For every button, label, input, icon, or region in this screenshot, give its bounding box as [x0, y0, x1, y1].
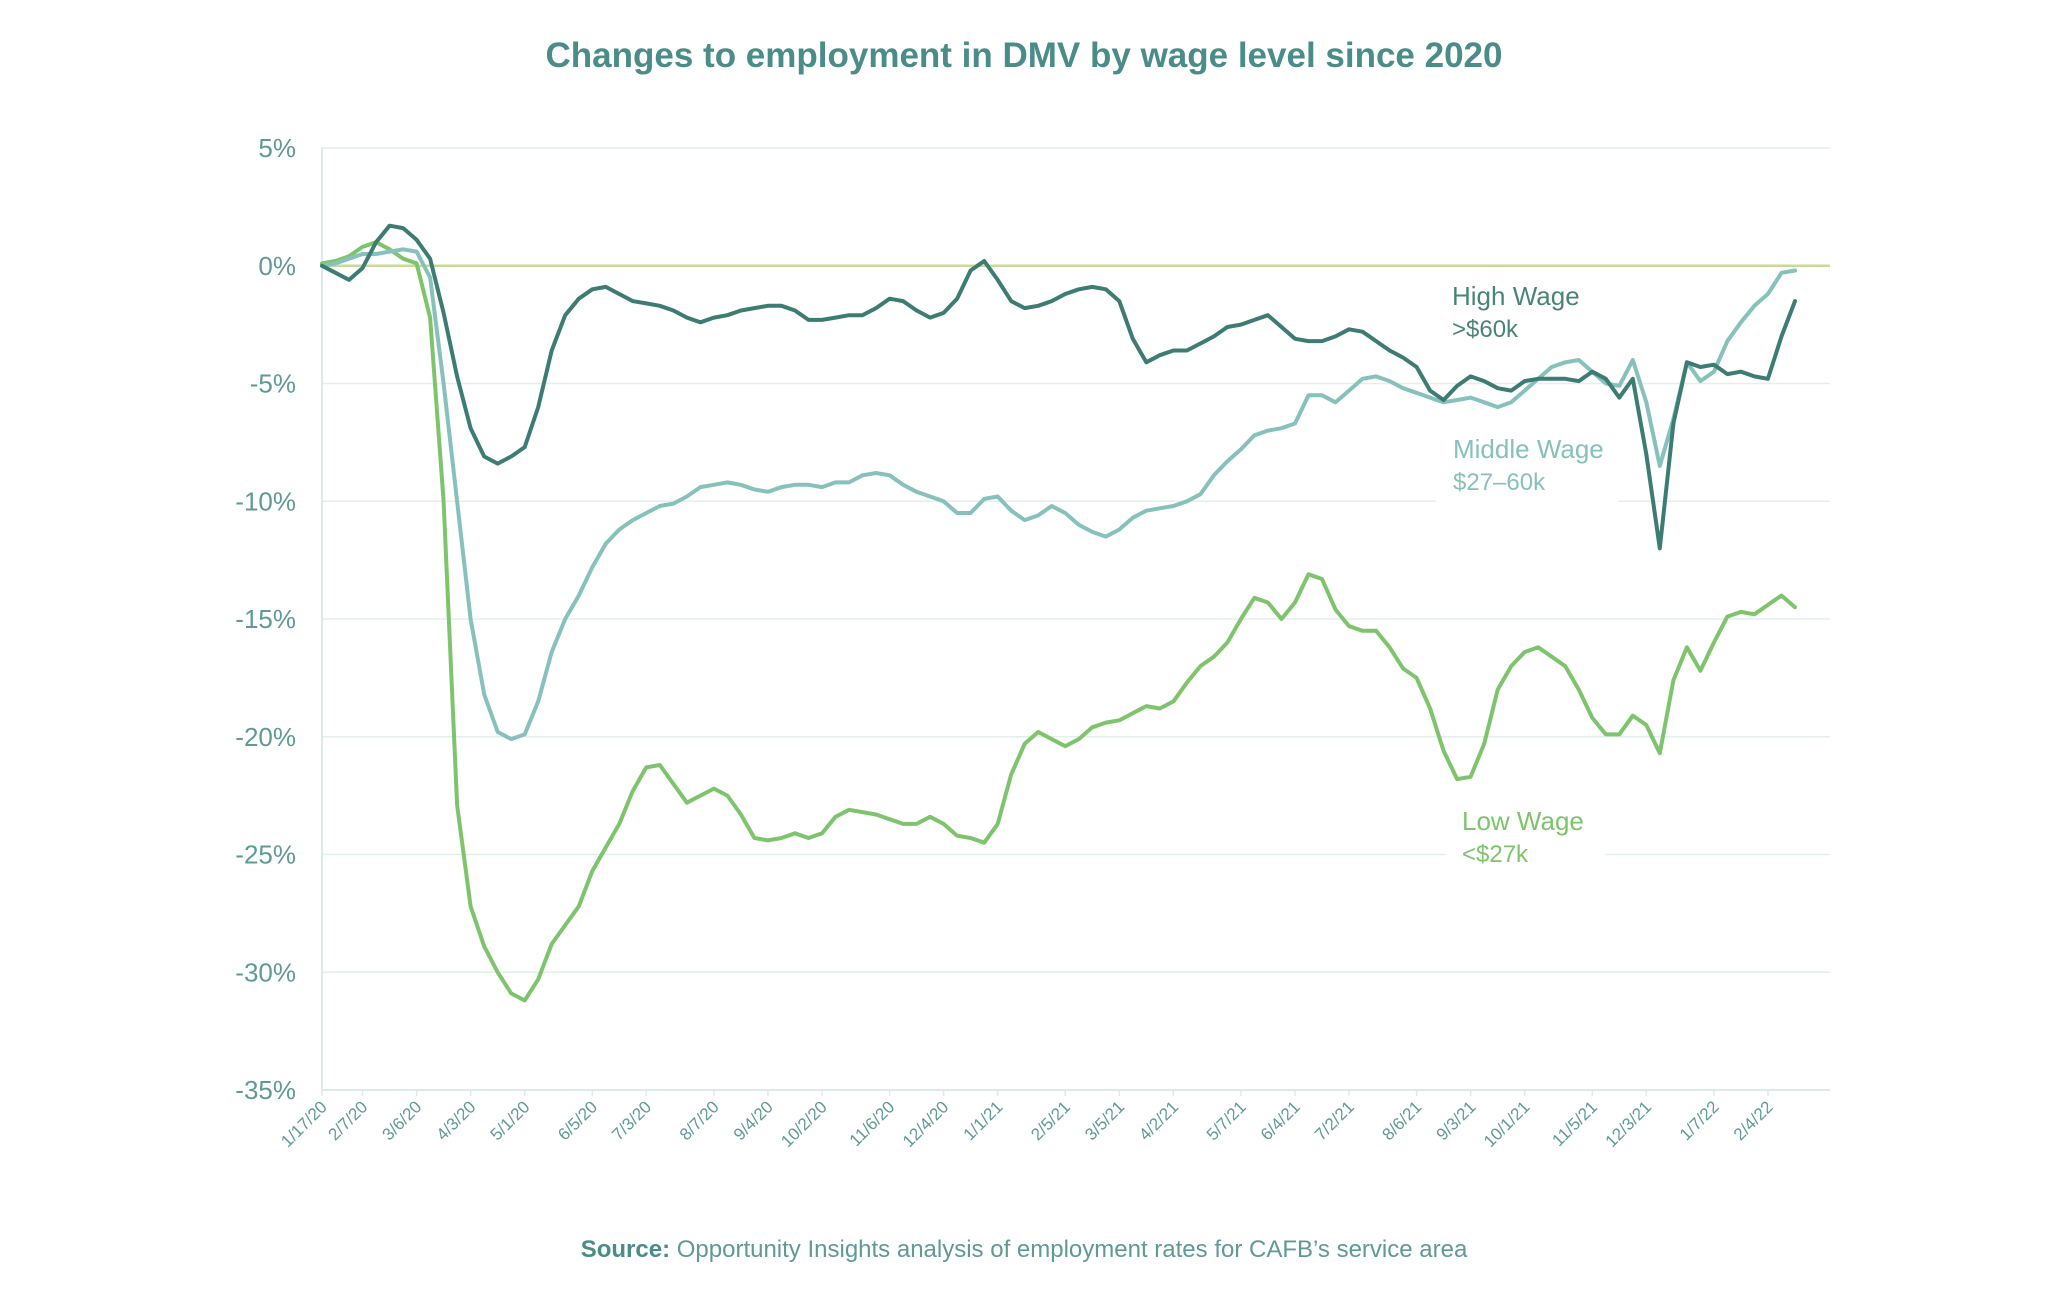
series-label-background [1446, 797, 1606, 875]
x-tick-label: 2/4/22 [1730, 1097, 1777, 1144]
x-tick-label: 8/7/20 [676, 1097, 723, 1144]
x-tick-label: 9/3/21 [1433, 1097, 1480, 1144]
x-tick-label: 10/2/20 [777, 1097, 831, 1151]
source-label: Source: [580, 1236, 671, 1263]
series-label-name: Middle Wage [1453, 434, 1604, 464]
x-tick-label: 4/3/20 [433, 1097, 480, 1144]
x-tick-label: 1/7/22 [1676, 1097, 1723, 1144]
series-label-name: High Wage [1452, 281, 1580, 311]
y-tick-label: 0% [258, 251, 296, 281]
x-tick-label: 9/4/20 [730, 1097, 777, 1144]
series-line-high-wage [320, 223, 1797, 551]
x-tick-label: 3/6/20 [379, 1097, 426, 1144]
x-tick-label: 4/2/21 [1135, 1097, 1182, 1144]
y-axis-tick-labels: 5% 0% -5% -10% -15% -20% -25% -30% -35% [235, 133, 296, 1105]
x-tick-label: 7/3/20 [608, 1097, 655, 1144]
series-labels: High Wage >$60k Middle Wage $27–60k Low Wage… [1436, 281, 1618, 875]
y-tick-label: -5% [250, 369, 296, 399]
series-lines [320, 223, 1797, 1003]
x-tick-label: 3/5/21 [1081, 1097, 1128, 1144]
x-tick-label: 7/2/21 [1311, 1097, 1358, 1144]
y-tick-label: 5% [258, 133, 296, 163]
x-tick-label: 1/17/20 [277, 1097, 331, 1151]
x-tick-label: 6/5/20 [554, 1097, 601, 1144]
x-tick-label: 8/6/21 [1379, 1097, 1426, 1144]
y-tick-label: -35% [235, 1075, 296, 1105]
x-tick-label: 2/5/21 [1027, 1097, 1074, 1144]
x-axis-tick-labels: 1/17/202/7/20 3/6/20 4/3/20 5/1/20 6/5/20 7/3… [277, 1090, 1777, 1151]
x-tick-label: 10/1/21 [1480, 1097, 1534, 1151]
x-tick-label: 6/4/21 [1257, 1097, 1304, 1144]
series-label-range: $27–60k [1453, 469, 1546, 496]
y-tick-label: -15% [235, 604, 296, 634]
series-line-middle-wage [320, 247, 1797, 742]
series-label-range: >$60k [1452, 316, 1519, 343]
axes [321, 148, 1830, 1091]
y-tick-label: -10% [235, 486, 296, 516]
series-line-low-wage [320, 240, 1797, 1003]
x-tick-label: 11/5/21 [1548, 1097, 1601, 1150]
x-tick-label: 1/1/21 [960, 1097, 1007, 1144]
series-label-range: <$27k [1462, 841, 1529, 868]
y-tick-label: -25% [235, 840, 296, 870]
x-tick-label: 5/7/21 [1203, 1097, 1250, 1144]
x-tick-label: 11/6/20 [846, 1097, 899, 1150]
y-tick-label: -30% [235, 957, 296, 987]
source-note: Source: Opportunity Insights analysis of… [0, 1236, 2048, 1264]
series-label-name: Low Wage [1462, 806, 1584, 836]
x-tick-label: 5/1/20 [487, 1097, 534, 1144]
chart-title: Changes to employment in DMV by wage lev… [545, 36, 1503, 75]
series-label-background [1436, 425, 1618, 505]
x-tick-label: 12/3/21 [1602, 1097, 1656, 1151]
x-tick-label: 2/7/20 [325, 1097, 372, 1144]
y-tick-label: -20% [235, 722, 296, 752]
source-text: Opportunity Insights analysis of employm… [676, 1236, 1468, 1263]
x-tick-label: 12/4/20 [899, 1097, 953, 1151]
